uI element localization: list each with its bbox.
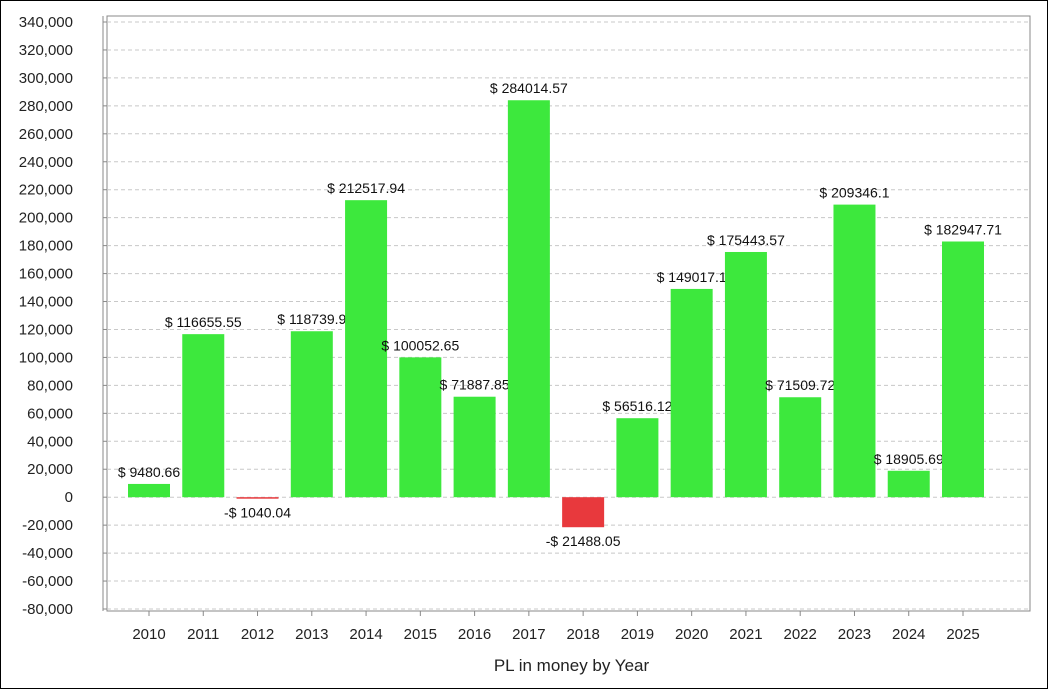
y-tick-label: 180,000: [19, 238, 73, 255]
x-tick-label-2016: 2016: [458, 626, 491, 643]
x-tick-label-2011: 2011: [187, 626, 219, 643]
x-tick-label-2023: 2023: [838, 626, 871, 643]
bar-2024: [887, 470, 930, 498]
bar-2020: [670, 288, 713, 498]
data-label-2017: $ 284014.57: [490, 80, 568, 96]
data-label-2012: -$ 1040.04: [224, 505, 291, 521]
x-tick-label-2010: 2010: [132, 626, 165, 643]
y-tick-label: -40,000: [22, 545, 73, 562]
y-tick-label: 220,000: [19, 182, 73, 199]
y-tick-label: 80,000: [27, 377, 73, 394]
data-label-2023: $ 209346.1: [819, 185, 889, 201]
y-tick-label: 0: [65, 489, 73, 506]
y-tick-label: -80,000: [22, 601, 73, 618]
x-tick-label-2012: 2012: [241, 626, 274, 643]
bar-2018: [562, 497, 605, 528]
x-tick-label-2015: 2015: [404, 626, 437, 643]
data-label-2016: $ 71887.85: [440, 377, 510, 393]
y-tick-label: 300,000: [19, 70, 73, 87]
data-label-2011: $ 116655.55: [165, 314, 242, 330]
y-tick-label: 160,000: [19, 266, 73, 283]
x-tick-label-2024: 2024: [892, 626, 925, 643]
x-tick-label-2014: 2014: [349, 626, 382, 643]
y-tick-label: 320,000: [19, 42, 73, 59]
data-label-2015: $ 100052.65: [381, 337, 459, 353]
x-tick-label-2017: 2017: [512, 626, 545, 643]
y-tick-label: 60,000: [27, 405, 73, 422]
data-label-2020: $ 149017.1: [657, 269, 727, 285]
bar-2010: [128, 483, 170, 498]
y-tick-label: 280,000: [19, 98, 73, 115]
bar-2021: [724, 251, 767, 498]
y-tick-label: 20,000: [27, 461, 73, 478]
bar-2023: [833, 204, 876, 498]
bar-2014: [345, 200, 388, 498]
data-label-2024: $ 18905.69: [874, 451, 944, 467]
x-tick-label-2018: 2018: [566, 626, 599, 643]
data-label-2013: $ 118739.9: [277, 311, 346, 327]
bar-2022: [779, 397, 822, 498]
bar-2016: [453, 396, 496, 498]
y-tick-label: -20,000: [22, 517, 73, 534]
y-tick-label: -60,000: [22, 573, 73, 590]
bar-2013: [290, 331, 333, 498]
y-tick-label: 260,000: [19, 126, 73, 143]
data-label-2021: $ 175443.57: [707, 232, 785, 248]
data-label-2014: $ 212517.94: [327, 180, 405, 196]
y-tick-label: 200,000: [19, 210, 73, 227]
x-tick-label-2022: 2022: [784, 626, 817, 643]
data-label-2019: $ 56516.12: [602, 398, 672, 414]
y-tick-label: 140,000: [19, 294, 73, 311]
x-axis-title: PL in money by Year: [494, 656, 650, 675]
data-label-2022: $ 71509.72: [765, 377, 835, 393]
x-tick-label-2019: 2019: [621, 626, 654, 643]
bar-2015: [399, 357, 442, 498]
y-tick-label: 100,000: [19, 349, 73, 366]
bar-2017: [507, 100, 550, 498]
y-tick-label: 40,000: [27, 433, 73, 450]
x-tick-label-2013: 2013: [295, 626, 328, 643]
y-tick-label: 340,000: [19, 14, 73, 31]
bar-2012: [236, 497, 279, 499]
x-tick-label-2025: 2025: [946, 626, 979, 643]
x-tick-label-2020: 2020: [675, 626, 708, 643]
y-tick-label: 120,000: [19, 321, 73, 338]
bar-2025: [942, 241, 984, 498]
data-label-2010: $ 9480.66: [118, 464, 180, 480]
data-label-2018: -$ 21488.05: [546, 533, 621, 549]
y-tick-label: 240,000: [19, 154, 73, 171]
x-tick-label-2021: 2021: [729, 626, 762, 643]
bar-2019: [616, 418, 659, 498]
data-label-2025: $ 182947.71: [924, 221, 1002, 237]
bar-2011: [182, 334, 225, 498]
